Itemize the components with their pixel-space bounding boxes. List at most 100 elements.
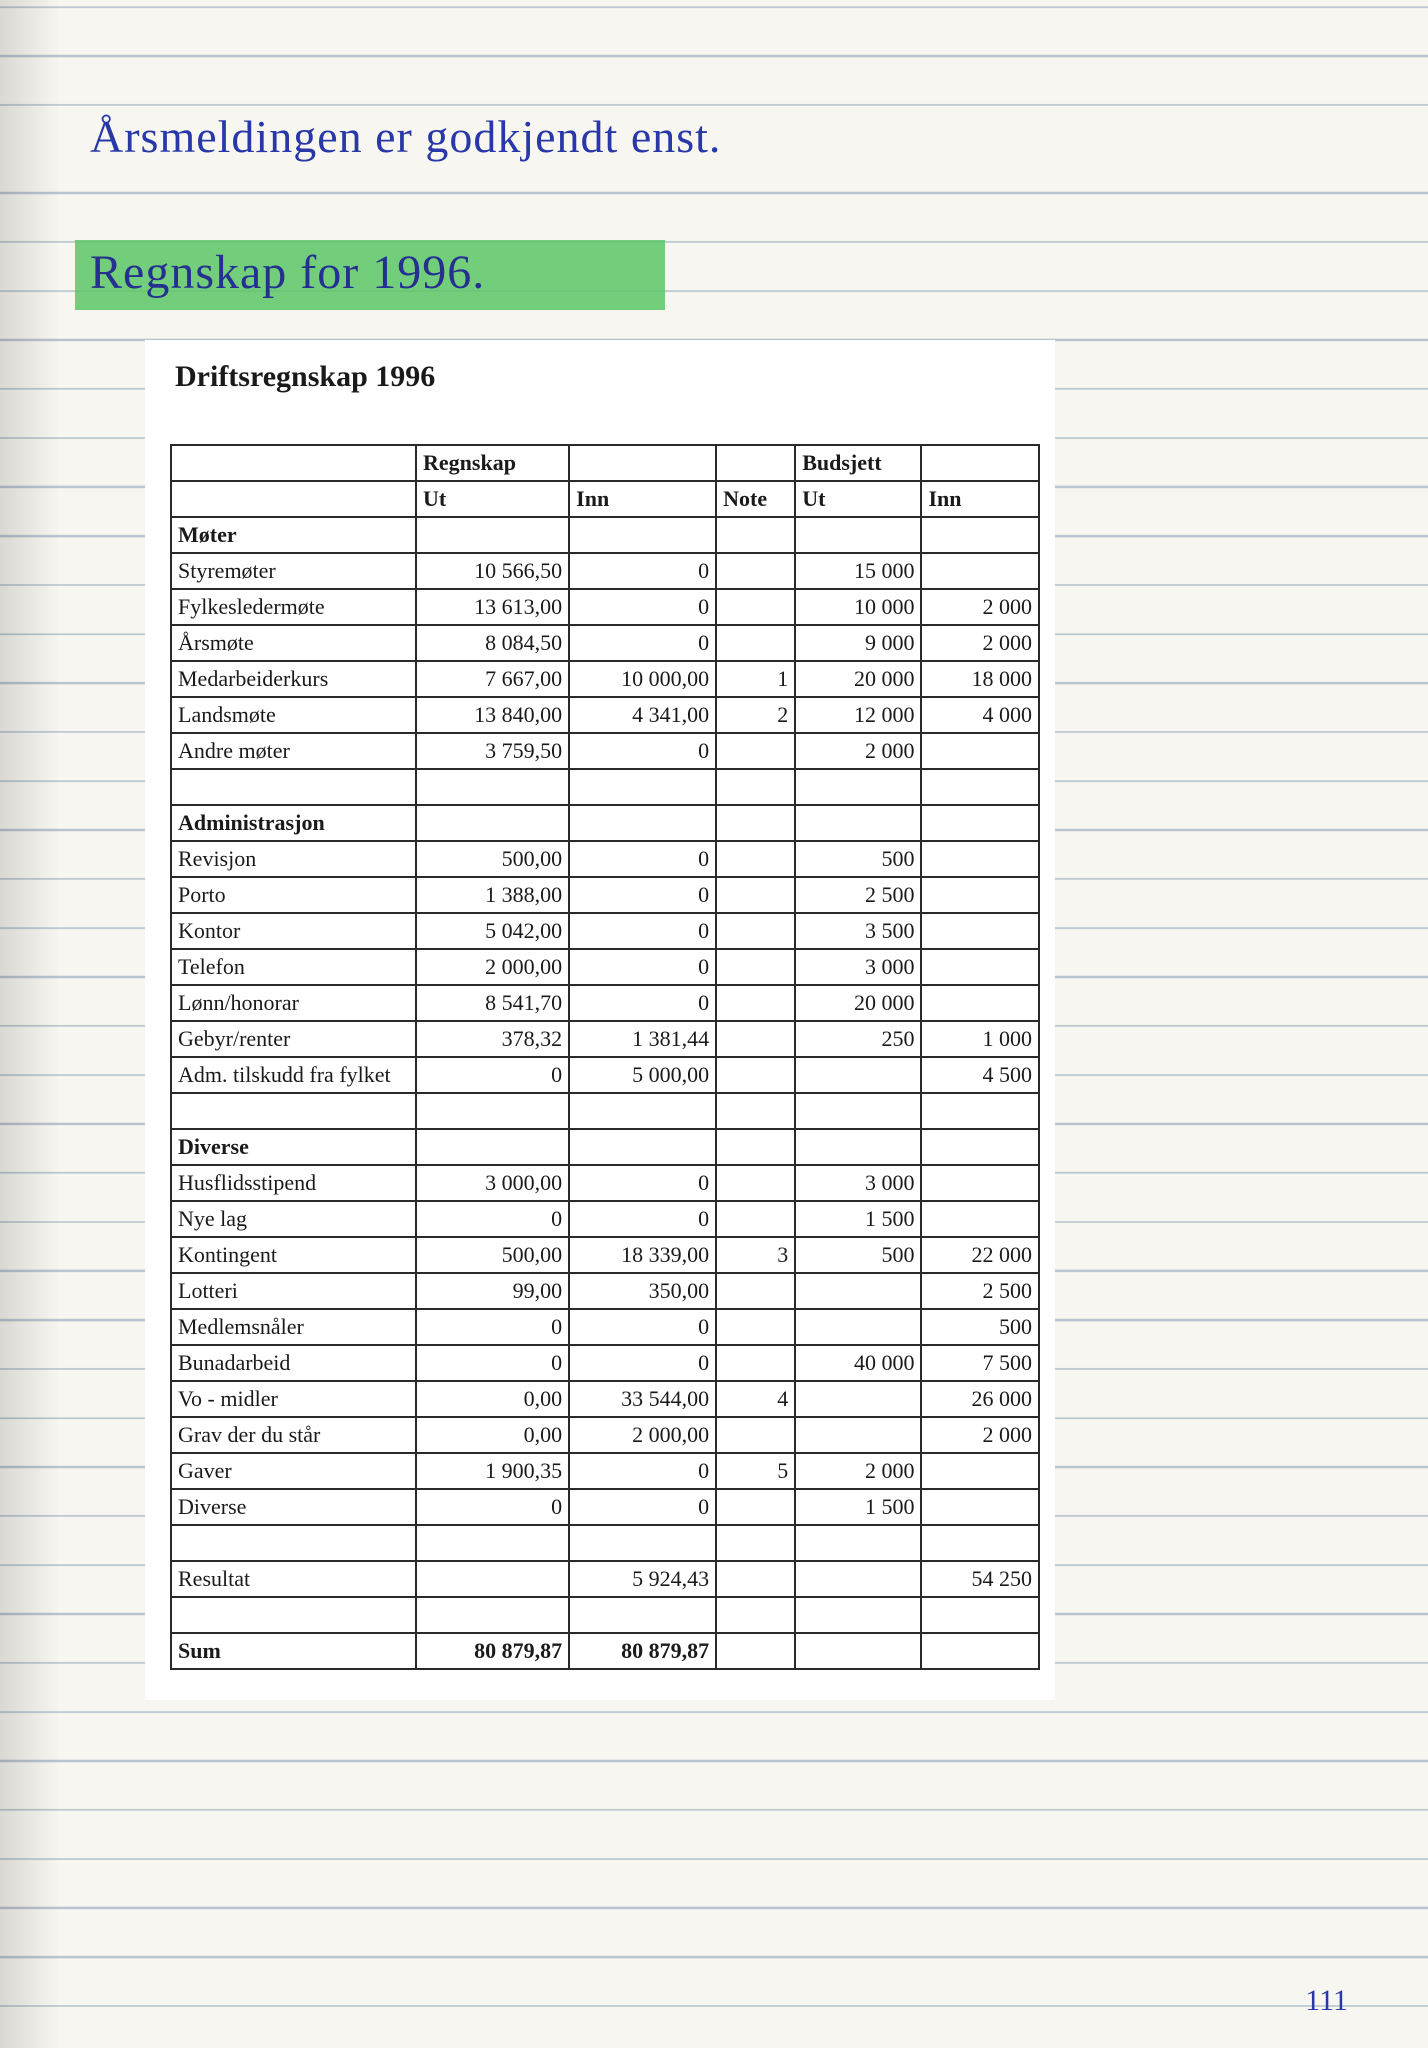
table-cell: 250 [795, 1021, 921, 1057]
table-cell [921, 1525, 1039, 1561]
table-cell: Kontor [171, 913, 416, 949]
header-note: Note [716, 481, 795, 517]
table-row: Husflidsstipend3 000,0003 000 [171, 1165, 1039, 1201]
table-cell: 13 840,00 [416, 697, 569, 733]
table-cell [921, 1453, 1039, 1489]
table-cell: 15 000 [795, 553, 921, 589]
table-row: Porto1 388,0002 500 [171, 877, 1039, 913]
table-cell [416, 805, 569, 841]
table-cell: 2 000 [795, 733, 921, 769]
table-cell: 0 [416, 1345, 569, 1381]
table-cell [171, 1093, 416, 1129]
table-cell [716, 733, 795, 769]
table-cell: 18 339,00 [569, 1237, 716, 1273]
table-cell: Årsmøte [171, 625, 416, 661]
table-cell [795, 769, 921, 805]
table-cell [716, 1597, 795, 1633]
table-cell [795, 1309, 921, 1345]
table-cell: 2 000 [921, 589, 1039, 625]
table-row: Lønn/honorar8 541,70020 000 [171, 985, 1039, 1021]
table-cell [921, 769, 1039, 805]
table-cell [716, 1057, 795, 1093]
table-cell [171, 769, 416, 805]
table-cell: 1 500 [795, 1489, 921, 1525]
table-cell: Lønn/honorar [171, 985, 416, 1021]
table-cell: 2 000 [795, 1453, 921, 1489]
table-cell [716, 1525, 795, 1561]
table-cell: 0 [569, 733, 716, 769]
table-cell: Husflidsstipend [171, 1165, 416, 1201]
table-cell: 0 [569, 1345, 716, 1381]
table-cell: 0 [569, 553, 716, 589]
table-cell: 2 000,00 [569, 1417, 716, 1453]
table-cell [416, 1093, 569, 1129]
table-cell: 5 000,00 [569, 1057, 716, 1093]
table-cell: 0 [416, 1489, 569, 1525]
sum-row: Sum80 879,8780 879,87 [171, 1633, 1039, 1669]
table-cell: 4 000 [921, 697, 1039, 733]
table-cell: 20 000 [795, 985, 921, 1021]
table-cell [795, 1525, 921, 1561]
table-cell: 0 [416, 1309, 569, 1345]
table-cell: 3 000,00 [416, 1165, 569, 1201]
table-cell: 3 000 [795, 949, 921, 985]
table-cell [716, 1561, 795, 1597]
table-cell [921, 1201, 1039, 1237]
table-cell: 0 [569, 913, 716, 949]
table-cell [921, 1633, 1039, 1669]
spacer-row [171, 1597, 1039, 1633]
header-ut: Ut [416, 481, 569, 517]
table-cell [569, 517, 716, 553]
table-cell [795, 517, 921, 553]
table-cell: 99,00 [416, 1273, 569, 1309]
handwritten-line-2: Regnskap for 1996. [90, 245, 485, 300]
page-gutter-shadow [0, 0, 60, 2048]
table-cell [716, 877, 795, 913]
table-cell [171, 1525, 416, 1561]
document-title: Driftsregnskap 1996 [175, 360, 1055, 394]
handwritten-line-1: Årsmeldingen er godkjendt enst. [90, 110, 721, 163]
table-cell: 9 000 [795, 625, 921, 661]
table-cell: Kontingent [171, 1237, 416, 1273]
table-cell [921, 805, 1039, 841]
table-cell: Sum [171, 1633, 416, 1669]
table-cell: 5 [716, 1453, 795, 1489]
table-cell: 10 566,50 [416, 553, 569, 589]
table-row: Adm. tilskudd fra fylket05 000,004 500 [171, 1057, 1039, 1093]
table-cell [921, 985, 1039, 1021]
table-cell [716, 1417, 795, 1453]
table-cell [716, 913, 795, 949]
table-row: Telefon2 000,0003 000 [171, 949, 1039, 985]
table-cell: 0 [569, 1201, 716, 1237]
page-number: 111 [1305, 1984, 1348, 2018]
table-cell: Nye lag [171, 1201, 416, 1237]
accounts-table: Regnskap Budsjett Ut Inn Note Ut Inn Møt… [170, 444, 1040, 1670]
table-cell [795, 1129, 921, 1165]
table-cell [716, 805, 795, 841]
header-row-2: Ut Inn Note Ut Inn [171, 481, 1039, 517]
table-cell: 10 000 [795, 589, 921, 625]
table-cell [921, 1093, 1039, 1129]
table-cell: 26 000 [921, 1381, 1039, 1417]
table-cell: 0,00 [416, 1417, 569, 1453]
table-cell: Styremøter [171, 553, 416, 589]
table-cell [416, 769, 569, 805]
table-cell [569, 769, 716, 805]
table-cell: 378,32 [416, 1021, 569, 1057]
table-cell: Vo - midler [171, 1381, 416, 1417]
table-cell: 1 388,00 [416, 877, 569, 913]
table-cell [795, 1057, 921, 1093]
section-header-row: Møter [171, 517, 1039, 553]
table-cell: 40 000 [795, 1345, 921, 1381]
table-cell: 0 [569, 1165, 716, 1201]
table-cell: Porto [171, 877, 416, 913]
table-cell [716, 769, 795, 805]
table-cell [171, 1597, 416, 1633]
table-cell: 500 [795, 1237, 921, 1273]
table-cell: Andre møter [171, 733, 416, 769]
table-cell [921, 553, 1039, 589]
table-cell [716, 625, 795, 661]
table-cell: Gaver [171, 1453, 416, 1489]
table-cell: 12 000 [795, 697, 921, 733]
table-cell [795, 1561, 921, 1597]
